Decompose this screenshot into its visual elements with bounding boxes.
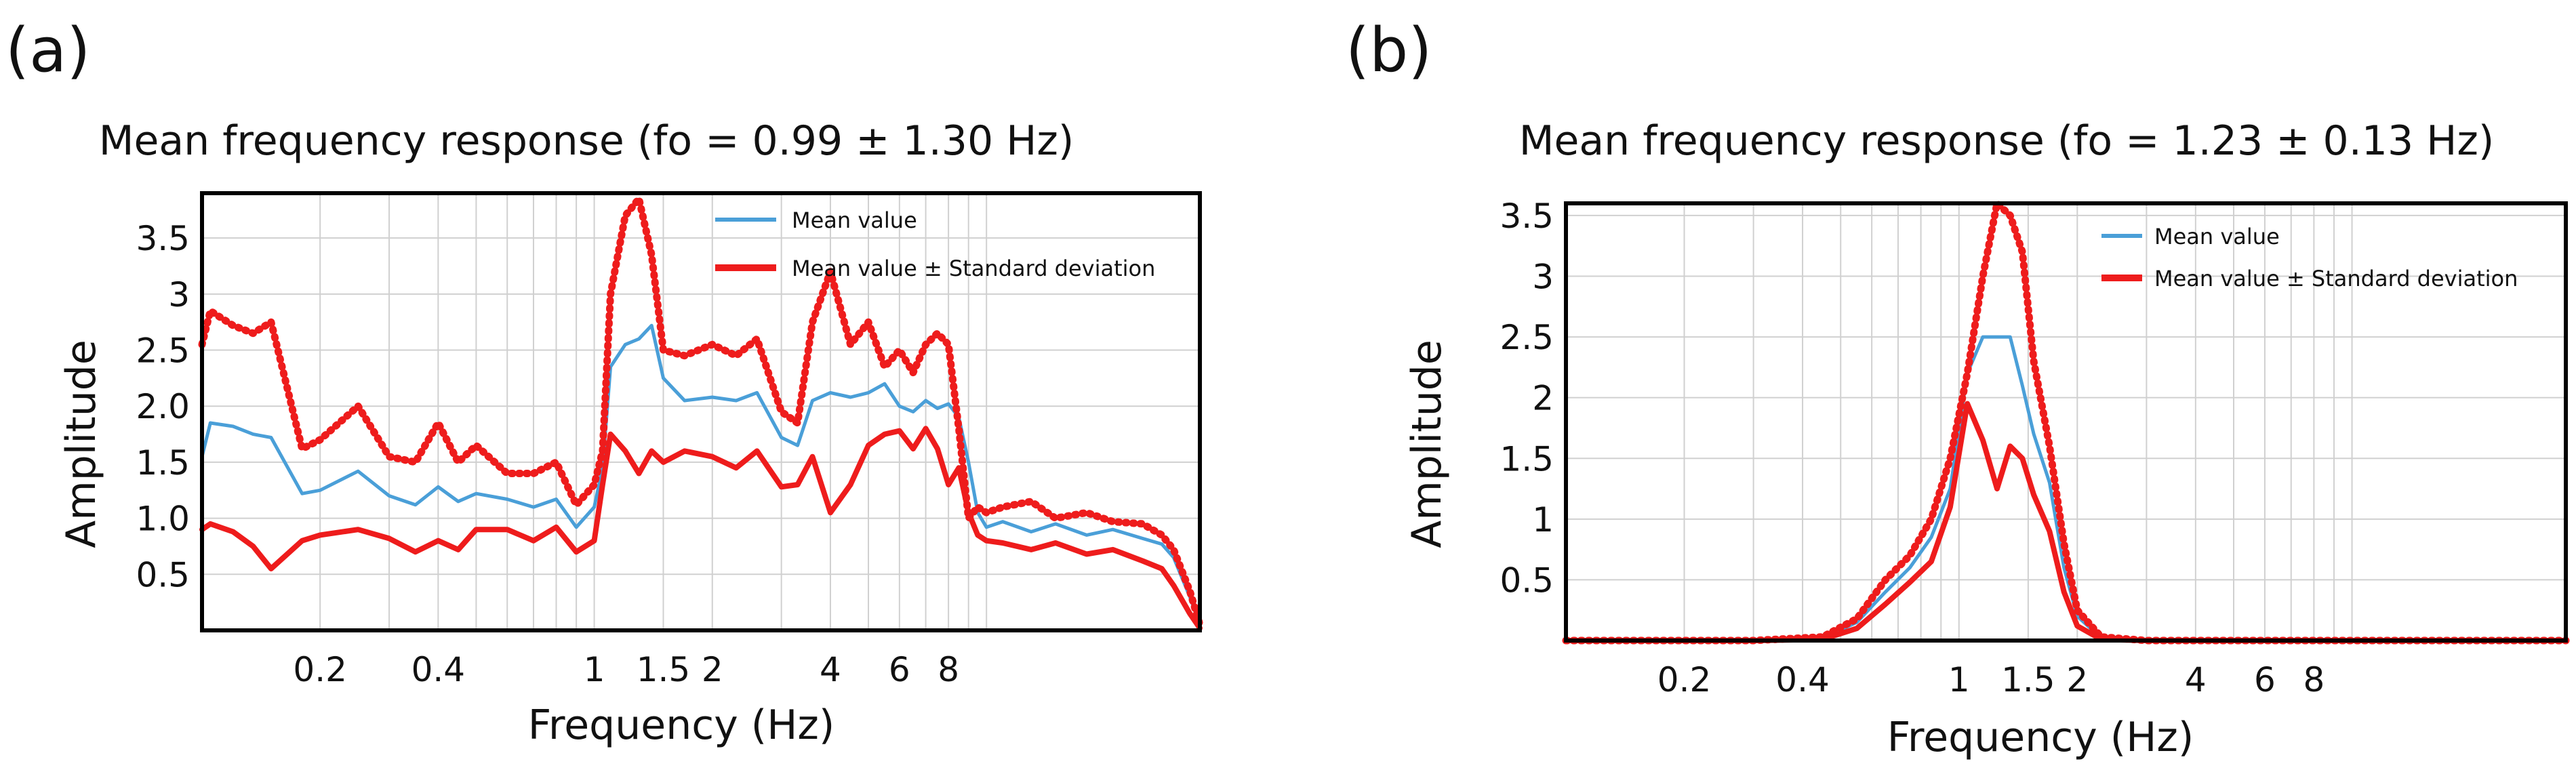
- legend-label-std-b: Mean value ± Standard deviation: [2154, 266, 2518, 291]
- x-tick-label: 1.5: [637, 650, 691, 689]
- chart-title-a: Mean frequency response (fo = 0.99 ± 1.3…: [99, 117, 1074, 165]
- x-tick-label: 0.2: [1657, 660, 1712, 700]
- legend-a: Mean value Mean value ± Standard deviati…: [715, 207, 1155, 281]
- panel-label-b: (b): [1346, 15, 1432, 86]
- y-tick-label: 0.5: [1500, 561, 1554, 600]
- plot-lines-a: [198, 195, 1204, 631]
- y-tick-label: 0.5: [136, 555, 190, 594]
- panel-label-a: (a): [5, 15, 90, 86]
- x-tick-label: 0.4: [411, 650, 466, 689]
- y-tick-label: 3: [168, 275, 190, 315]
- x-tick-label: 1.5: [2001, 660, 2055, 700]
- y-ticks-a: 0.5 1.0 1.5 2.0 2.5 3 3.5: [136, 219, 190, 594]
- y-tick-label: 1: [1532, 500, 1554, 540]
- chart-title-b: Mean frequency response (fo = 1.23 ± 0.1…: [1519, 117, 2495, 165]
- series-line-mean-minus-std: [199, 426, 1203, 631]
- y-tick-label: 1.5: [1500, 439, 1554, 479]
- x-tick-label: 2: [702, 650, 723, 689]
- x-ticks-a: 0.2 0.4 1 1.5 2 4 6 8: [293, 650, 959, 689]
- plot-area-background: [202, 193, 1200, 630]
- legend-label-std-a: Mean value ± Standard deviation: [792, 256, 1155, 281]
- x-tick-label: 0.4: [1775, 660, 1830, 700]
- y-tick-label: 2.5: [1500, 318, 1554, 357]
- x-tick-label: 8: [938, 650, 959, 689]
- x-axis-label-a: Frequency (Hz): [528, 702, 834, 749]
- y-ticks-b: 0.5 1 1.5 2 2.5 3 3.5: [1500, 197, 1554, 601]
- x-axis-label-b: Frequency (Hz): [1887, 714, 2194, 761]
- series-line-mean-plus-std: [1562, 199, 2570, 645]
- x-tick-label: 8: [2303, 660, 2325, 700]
- x-ticks-b: 0.2 0.4 1 1.5 2 4 6 8: [1657, 660, 2325, 700]
- x-tick-label: 0.2: [293, 650, 347, 689]
- y-tick-label: 3: [1532, 258, 1554, 297]
- y-tick-label: 2.5: [136, 331, 190, 371]
- plot-lines-b: [1562, 199, 2570, 645]
- x-tick-label: 1: [1948, 660, 1970, 700]
- series-line-mean-plus-std: [198, 195, 1204, 629]
- panel-a: (a) Mean frequency response (fo = 0.99 ±…: [5, 15, 1204, 749]
- grid-a: [202, 193, 1200, 630]
- series-line-mean-minus-std: [1563, 401, 2569, 643]
- y-tick-label: 3.5: [136, 219, 190, 258]
- x-tick-label: 6: [889, 650, 910, 689]
- y-tick-label: 1.5: [136, 443, 190, 483]
- legend-label-mean-a: Mean value: [792, 207, 917, 233]
- legend-b: Mean value Mean value ± Standard deviati…: [2101, 224, 2518, 291]
- y-tick-label: 1.0: [136, 500, 190, 539]
- series-line-mean: [200, 323, 1202, 627]
- x-tick-label: 6: [2254, 660, 2276, 700]
- panel-b: (b) Mean frequency response (fo = 1.23 ±…: [1346, 15, 2570, 761]
- x-tick-label: 2: [2066, 660, 2088, 700]
- x-tick-label: 4: [2185, 660, 2207, 700]
- y-axis-label-b: Amplitude: [1403, 340, 1451, 548]
- x-tick-label: 1: [584, 650, 605, 689]
- y-tick-label: 2: [1532, 379, 1554, 418]
- legend-label-mean-b: Mean value: [2154, 224, 2280, 249]
- y-axis-label-a: Amplitude: [58, 340, 105, 548]
- y-tick-label: 2.0: [136, 387, 190, 426]
- plot-frame-b: [1564, 201, 2568, 643]
- x-tick-label: 4: [820, 650, 841, 689]
- y-tick-label: 3.5: [1500, 197, 1554, 236]
- plot-frame-a: [200, 191, 1202, 632]
